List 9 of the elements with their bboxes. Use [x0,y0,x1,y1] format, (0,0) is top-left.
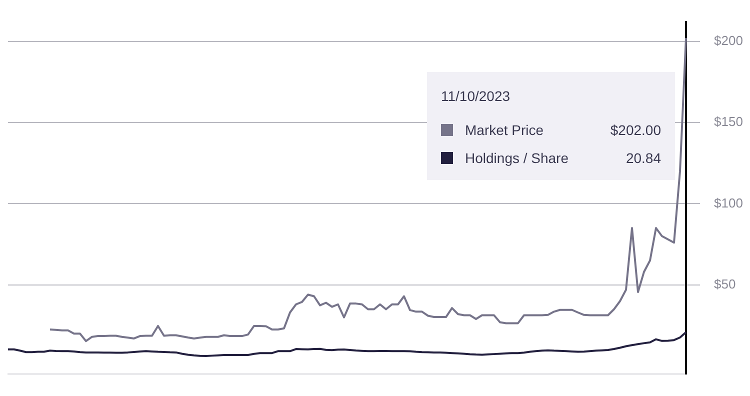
annotation: $202.00 [610,122,661,138]
legend-label: Holdings / Share [465,150,570,166]
y-tick-label: $150 [714,114,743,130]
legend-label: Market Price [465,122,545,138]
y-tick-label: $50 [714,276,736,292]
y-tick-label: $200 [714,32,743,48]
annotation: 11/10/2023 [441,88,512,104]
annotation: 20.84 [626,150,661,166]
y-tick-label: $100 [714,195,743,210]
